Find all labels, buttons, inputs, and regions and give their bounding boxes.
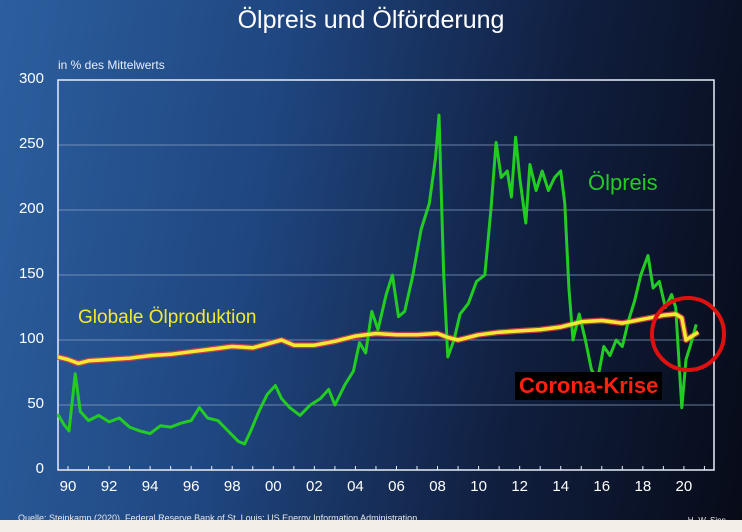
y-tick-label: 200 xyxy=(18,200,44,217)
x-tick-label: 94 xyxy=(141,478,159,495)
x-tick-label: 20 xyxy=(675,478,693,495)
y-tick-label: 0 xyxy=(35,460,44,477)
series-oil-price-line xyxy=(56,113,698,446)
source-note: Quelle: Steinkamp (2020), Federal Reserv… xyxy=(18,513,420,523)
annotation-oil-price: Ölpreis xyxy=(588,170,658,195)
x-tick-label: 06 xyxy=(388,478,405,495)
y-tick-label: 300 xyxy=(18,70,44,87)
x-tick-label: 92 xyxy=(100,478,118,495)
bottom-bar xyxy=(0,520,742,532)
x-tick-label: 10 xyxy=(470,478,487,495)
x-tick-label: 04 xyxy=(347,478,364,495)
y-tick-label: 150 xyxy=(18,265,44,282)
x-tick-label: 18 xyxy=(634,478,652,495)
x-tick-label: 02 xyxy=(306,478,323,495)
chart-title: Ölpreis und Ölförderung xyxy=(237,6,505,34)
y-axis-label: in % des Mittelwerts xyxy=(58,58,165,72)
x-tick-label: 90 xyxy=(59,478,77,495)
y-tick-label: 100 xyxy=(18,330,44,347)
x-tick-label: 98 xyxy=(223,478,241,495)
y-tick-label: 250 xyxy=(18,135,44,152)
plot-frame xyxy=(57,79,715,471)
x-tick-label: 16 xyxy=(593,478,611,495)
series-oil-production-line xyxy=(57,312,700,366)
x-tick-label: 96 xyxy=(182,478,200,495)
y-tick-label: 50 xyxy=(27,395,44,412)
annotation-corona-crisis: Corona-Krise xyxy=(515,372,663,400)
x-tick-label: 14 xyxy=(552,478,570,495)
x-tick-label: 00 xyxy=(264,478,282,495)
annotation-oil-production: Globale Ölproduktion xyxy=(78,307,257,328)
corona-highlight-circle xyxy=(650,296,726,372)
x-tick-label: 08 xyxy=(429,478,446,495)
x-tick-label: 12 xyxy=(511,478,528,495)
